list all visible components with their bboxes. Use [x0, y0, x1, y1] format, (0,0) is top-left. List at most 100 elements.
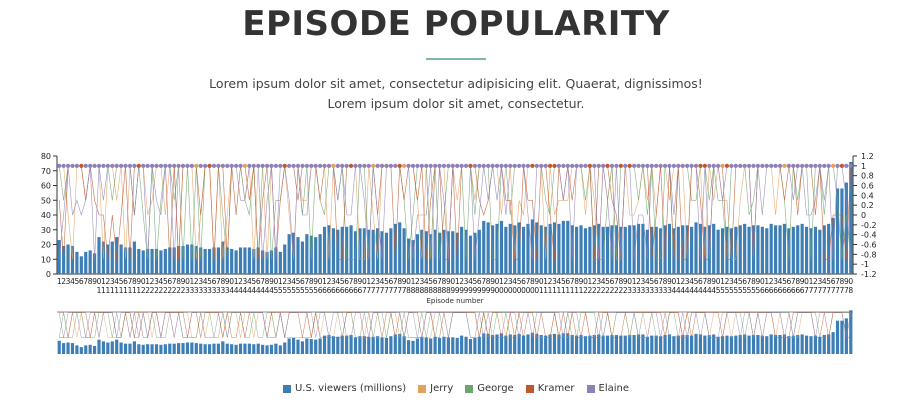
sentiment-dot: [472, 163, 477, 168]
viewer-bar: [597, 223, 601, 274]
viewer-bar: [694, 222, 698, 274]
overview-bar: [212, 343, 216, 354]
x-tick-label: 8: [265, 277, 270, 286]
x-tick-label: 3: [817, 277, 822, 286]
viewer-bar: [818, 229, 822, 274]
viewer-bar: [367, 229, 371, 274]
x-tick-label-upper: 9: [481, 286, 486, 295]
overview-bar: [433, 336, 437, 354]
x-tick-label-upper: 1: [110, 286, 115, 295]
overview-bar: [269, 344, 274, 354]
x-tick-label: 2: [194, 277, 199, 286]
viewer-bar: [172, 247, 176, 274]
overview-bar: [367, 336, 371, 354]
sentiment-dot: [707, 163, 712, 168]
sentiment-dot: [127, 163, 133, 168]
sentiment-dot: [561, 163, 566, 168]
x-tick-label: 4: [778, 277, 783, 286]
overview-bar: [150, 344, 154, 354]
overview-bar: [123, 343, 128, 354]
viewer-bar: [115, 237, 119, 274]
overview-bar: [849, 310, 853, 354]
x-tick-label: 6: [521, 277, 526, 286]
x-tick-label-upper: 1: [114, 286, 119, 295]
x-tick-label-upper: 0: [503, 286, 508, 295]
overview-bar: [835, 320, 840, 354]
x-tick-label: 0: [450, 277, 455, 286]
x-tick-label: 6: [300, 277, 305, 286]
x-tick-label-upper: 4: [260, 286, 265, 295]
x-tick-label-upper: 4: [672, 286, 677, 295]
sentiment-dot: [136, 163, 141, 168]
x-tick-label-upper: 0: [526, 286, 531, 295]
x-tick-label-upper: 2: [614, 286, 619, 295]
overview-bar: [774, 335, 778, 354]
viewer-bar: [570, 225, 574, 274]
viewer-bar: [791, 226, 795, 274]
x-tick-label-upper: 3: [627, 286, 632, 295]
x-tick-label-upper: 7: [804, 286, 809, 295]
sentiment-dot: [96, 163, 102, 168]
viewer-bar: [119, 244, 123, 274]
x-tick-label: 8: [707, 277, 712, 286]
sentiment-dot: [309, 163, 314, 168]
x-tick-label-upper: 6: [344, 286, 349, 295]
sentiment-dot: [65, 163, 71, 168]
overview-bar: [504, 335, 508, 354]
x-tick-label: 9: [225, 277, 230, 286]
overview-bar: [552, 333, 557, 354]
x-tick-label-upper: 8: [848, 286, 853, 295]
x-tick-label-upper: 4: [234, 286, 239, 295]
x-tick-label-upper: 2: [605, 286, 610, 295]
x-tick-label-upper: 5: [291, 286, 296, 295]
x-tick-label-upper: 5: [296, 286, 301, 295]
sentiment-dot: [547, 163, 553, 168]
y2-tick-label: 0.4: [861, 191, 874, 200]
viewer-bar: [734, 226, 738, 274]
x-tick-label: 0: [274, 277, 279, 286]
x-tick-label: 9: [358, 277, 363, 286]
x-tick-label: 4: [203, 277, 208, 286]
viewer-bar: [610, 225, 614, 274]
x-tick-label: 3: [110, 277, 115, 286]
x-tick-label-upper: 3: [220, 286, 225, 295]
overview-bar: [70, 343, 75, 354]
sentiment-dot: [61, 163, 66, 168]
overview-bar: [667, 334, 672, 354]
sentiment-dot: [119, 163, 124, 168]
sentiment-dot: [384, 163, 389, 168]
viewer-bar: [464, 229, 468, 274]
y2-tick-label: 0.6: [861, 182, 874, 191]
sentiment-dot: [658, 163, 663, 168]
x-tick-label: 1: [499, 277, 504, 286]
viewer-bar: [641, 223, 645, 274]
sentiment-dot: [711, 163, 716, 168]
overview-bar: [588, 335, 592, 354]
overview-bar: [804, 335, 809, 354]
sentiment-dot: [340, 163, 345, 168]
x-tick-label: 5: [428, 277, 433, 286]
overview-bar: [468, 339, 473, 354]
x-tick-label: 2: [105, 277, 110, 286]
x-tick-label: 5: [782, 277, 787, 286]
sentiment-dot: [172, 163, 177, 168]
overview-bar: [340, 335, 344, 354]
overview-brush-chart: [57, 310, 853, 354]
sentiment-dot: [530, 163, 535, 168]
x-tick-label: 3: [243, 277, 248, 286]
sentiment-dot: [636, 163, 641, 168]
y2-tick-label: 0.8: [861, 172, 874, 181]
x-tick-label: 8: [663, 277, 668, 286]
x-tick-label: 5: [163, 277, 168, 286]
x-tick-label: 2: [769, 277, 774, 286]
chart-legend: U.S. viewers (millions) Jerry George Kramer…: [0, 383, 912, 394]
x-tick-label-upper: 8: [406, 286, 411, 295]
x-tick-label: 3: [508, 277, 513, 286]
x-tick-label: 6: [831, 277, 836, 286]
y-tick-label: 0: [46, 270, 51, 279]
sentiment-dot: [499, 163, 504, 168]
overview-bar: [592, 335, 596, 354]
overview-bar: [597, 334, 601, 354]
overview-bar: [106, 342, 110, 354]
